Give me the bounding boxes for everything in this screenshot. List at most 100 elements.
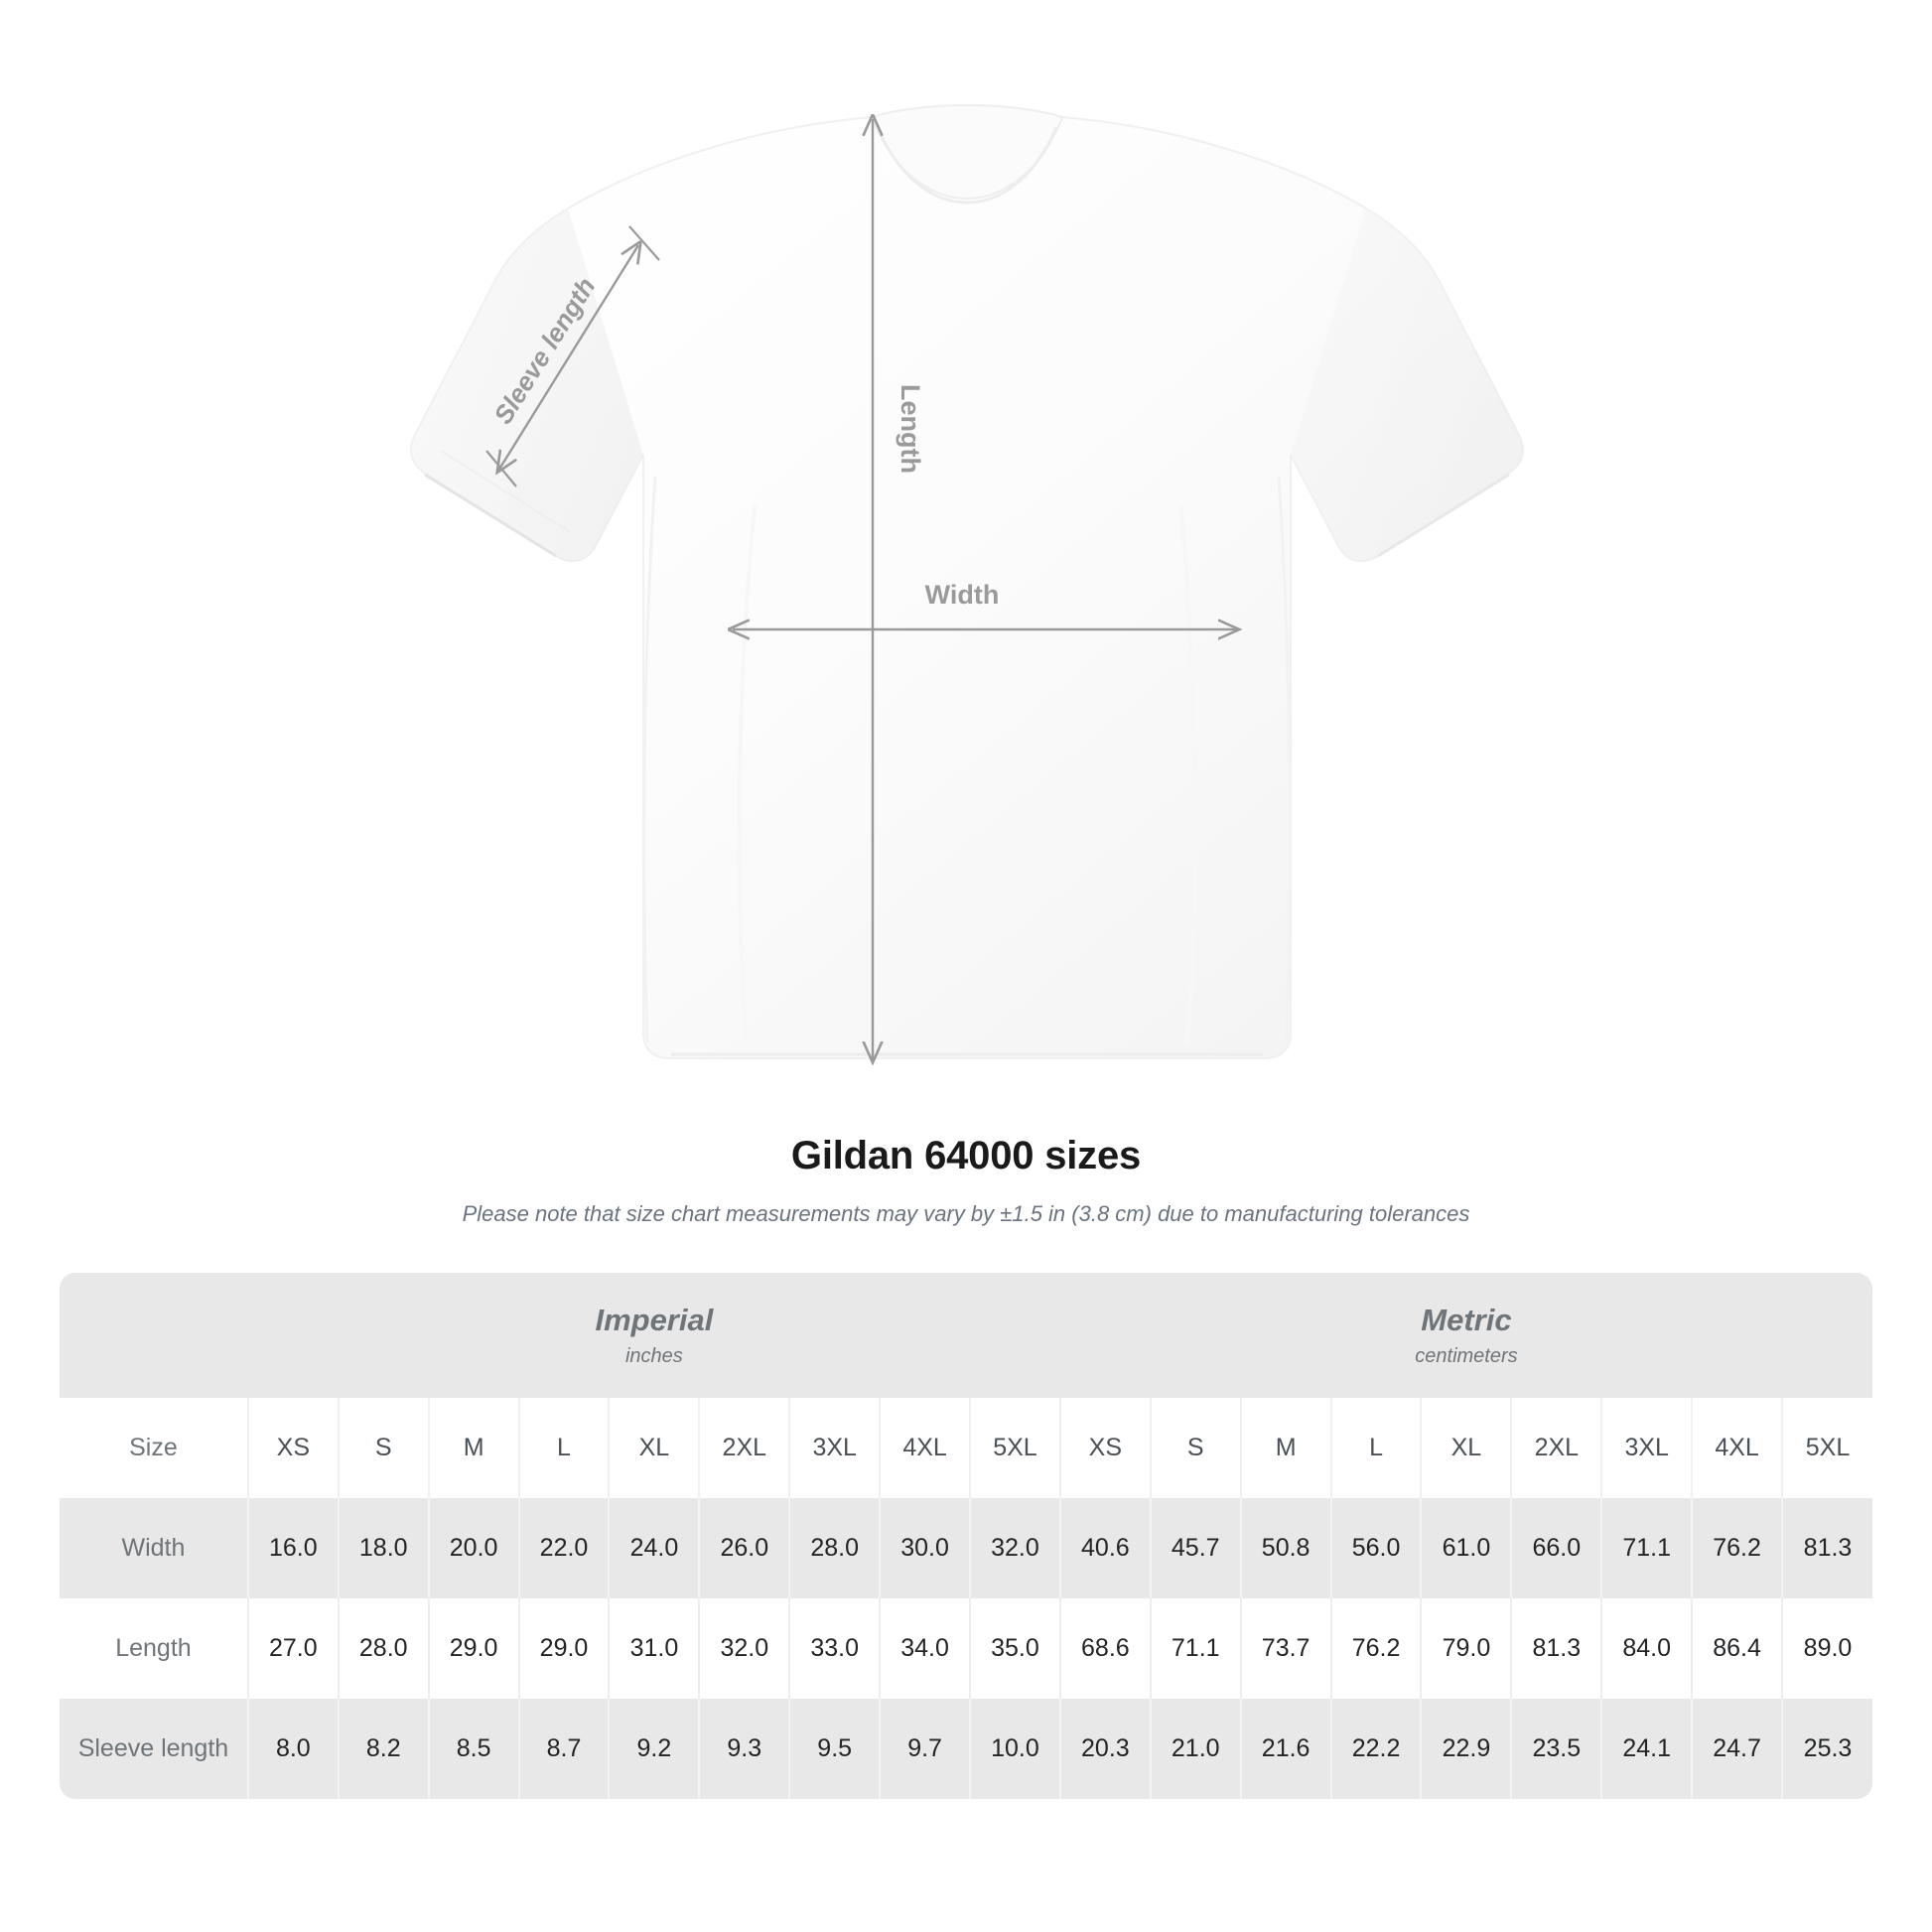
table-row-size: Size XS S M L XL 2XL 3XL 4XL 5XL XS S M L XL 2XL 3XL 4XL 5…: [60, 1398, 1872, 1498]
cell-length-11: 73.7: [1239, 1598, 1331, 1699]
cell-length-4: 31.0: [608, 1598, 700, 1699]
row-label-size: Size: [60, 1398, 248, 1498]
cell-length-7: 34.0: [879, 1598, 971, 1699]
size-header-cell-13: XL: [1420, 1398, 1512, 1498]
sleeve-length-dimension-line: [498, 245, 638, 471]
sleeve-tick-bottom: [485, 450, 517, 487]
chart-heading: Gildan 64000 sizes Please note that size…: [0, 1132, 1932, 1229]
cell-width-7: 30.0: [879, 1498, 971, 1598]
size-header-cell-4: XL: [608, 1398, 700, 1498]
cell-sleeve-length-8: 10.0: [969, 1699, 1060, 1799]
page-title: Gildan 64000 sizes: [790, 1134, 1142, 1177]
cell-width-1: 18.0: [337, 1498, 429, 1598]
cell-length-10: 71.1: [1149, 1598, 1241, 1699]
cell-length-14: 81.3: [1510, 1598, 1602, 1699]
cell-width-15: 71.1: [1600, 1498, 1693, 1598]
row-label-sleeve-length: Sleeve length: [60, 1699, 248, 1799]
cell-sleeve-length-5: 9.3: [698, 1699, 790, 1799]
size-header-cell-11: M: [1239, 1398, 1331, 1498]
size-table-head: Imperial inches Metric centimeters: [60, 1273, 1872, 1398]
cell-width-2: 20.0: [427, 1498, 519, 1598]
cell-sleeve-length-14: 23.5: [1510, 1699, 1602, 1799]
size-header-cell-16: 4XL: [1691, 1398, 1783, 1498]
cell-length-5: 32.0: [698, 1598, 790, 1699]
cell-length-1: 28.0: [337, 1598, 429, 1699]
size-table-body: Size XS S M L XL 2XL 3XL 4XL 5XL XS S M L XL 2XL 3XL 4XL 5…: [60, 1398, 1872, 1799]
cell-sleeve-length-1: 8.2: [337, 1699, 429, 1799]
unit-group-metric-unit: centimeters: [1415, 1344, 1518, 1367]
cell-sleeve-length-4: 9.2: [608, 1699, 700, 1799]
cell-sleeve-length-12: 22.2: [1329, 1699, 1422, 1799]
size-header-cell-2: M: [427, 1398, 519, 1498]
cell-width-3: 22.0: [517, 1498, 610, 1598]
tolerance-note: Please note that size chart measurements…: [462, 1201, 1470, 1226]
cell-sleeve-length-17: 25.3: [1781, 1699, 1872, 1799]
size-header-cell-6: 3XL: [788, 1398, 881, 1498]
cell-sleeve-length-11: 21.6: [1239, 1699, 1331, 1799]
size-header-cell-9: XS: [1058, 1398, 1151, 1498]
unit-group-spacer: [60, 1273, 248, 1398]
cell-width-16: 76.2: [1691, 1498, 1783, 1598]
size-header-cell-3: L: [517, 1398, 610, 1498]
size-header-cell-12: L: [1329, 1398, 1422, 1498]
size-header-cell-8: 5XL: [969, 1398, 1060, 1498]
cell-length-6: 33.0: [788, 1598, 881, 1699]
cell-width-13: 61.0: [1420, 1498, 1512, 1598]
size-header-cell-7: 4XL: [879, 1398, 971, 1498]
cell-width-11: 50.8: [1239, 1498, 1331, 1598]
cell-width-0: 16.0: [246, 1498, 339, 1598]
unit-group-metric: Metric centimeters: [1059, 1273, 1872, 1398]
unit-group-imperial-name: Imperial: [595, 1303, 714, 1338]
cell-width-9: 40.6: [1058, 1498, 1151, 1598]
unit-group-imperial: Imperial inches: [247, 1273, 1060, 1398]
size-header-cell-15: 3XL: [1600, 1398, 1693, 1498]
size-header-cell-14: 2XL: [1510, 1398, 1602, 1498]
cell-width-10: 45.7: [1149, 1498, 1241, 1598]
unit-group-metric-name: Metric: [1421, 1303, 1512, 1338]
cell-width-4: 24.0: [608, 1498, 700, 1598]
cell-width-14: 66.0: [1510, 1498, 1602, 1598]
cell-length-9: 68.6: [1058, 1598, 1151, 1699]
cell-sleeve-length-9: 20.3: [1058, 1699, 1151, 1799]
row-label-length: Length: [60, 1598, 248, 1699]
row-label-width: Width: [60, 1498, 248, 1598]
cell-sleeve-length-10: 21.0: [1149, 1699, 1241, 1799]
cell-sleeve-length-15: 24.1: [1600, 1699, 1693, 1799]
cell-length-12: 76.2: [1329, 1598, 1422, 1699]
cell-sleeve-length-2: 8.5: [427, 1699, 519, 1799]
size-table: Imperial inches Metric centimeters Size X…: [60, 1273, 1872, 1799]
cell-sleeve-length-3: 8.7: [517, 1699, 610, 1799]
cell-width-5: 26.0: [698, 1498, 790, 1598]
cell-width-12: 56.0: [1329, 1498, 1422, 1598]
cell-length-15: 84.0: [1600, 1598, 1693, 1699]
table-row-length: Length 27.0 28.0 29.0 29.0 31.0 32.0 33.0 34.0 35…: [60, 1598, 1872, 1699]
length-label: Length: [896, 384, 925, 474]
sleeve-tick-top: [628, 225, 660, 261]
cell-length-3: 29.0: [517, 1598, 610, 1699]
cell-width-17: 81.3: [1781, 1498, 1872, 1598]
cell-sleeve-length-0: 8.0: [246, 1699, 339, 1799]
unit-group-row: Imperial inches Metric centimeters: [60, 1273, 1872, 1398]
cell-length-8: 35.0: [969, 1598, 1060, 1699]
cell-length-13: 79.0: [1420, 1598, 1512, 1699]
size-header-cell-10: S: [1149, 1398, 1241, 1498]
table-row-width: Width 16.0 18.0 20.0 22.0 24.0 26.0 28.0 30.0 32.…: [60, 1498, 1872, 1598]
cell-length-2: 29.0: [427, 1598, 519, 1699]
size-header-cell-17: 5XL: [1781, 1398, 1872, 1498]
size-header-cell-1: S: [337, 1398, 429, 1498]
unit-group-imperial-unit: inches: [624, 1344, 683, 1367]
cell-width-8: 32.0: [969, 1498, 1060, 1598]
cell-length-0: 27.0: [246, 1598, 339, 1699]
cell-width-6: 28.0: [788, 1498, 881, 1598]
size-header-cell-0: XS: [246, 1398, 339, 1498]
cell-sleeve-length-13: 22.9: [1420, 1699, 1512, 1799]
size-header-cell-5: 2XL: [698, 1398, 790, 1498]
table-row-sleeve-length: Sleeve length 8.0 8.2 8.5 8.7 9.2 9.3 9.5 9.7 10.…: [60, 1699, 1872, 1799]
tshirt-diagram: Sleeve length Length Width: [0, 40, 1932, 1092]
cell-sleeve-length-6: 9.5: [788, 1699, 881, 1799]
cell-length-16: 86.4: [1691, 1598, 1783, 1699]
cell-sleeve-length-7: 9.7: [879, 1699, 971, 1799]
width-label: Width: [925, 580, 1000, 610]
size-table-container: Imperial inches Metric centimeters Size X…: [60, 1273, 1872, 1799]
